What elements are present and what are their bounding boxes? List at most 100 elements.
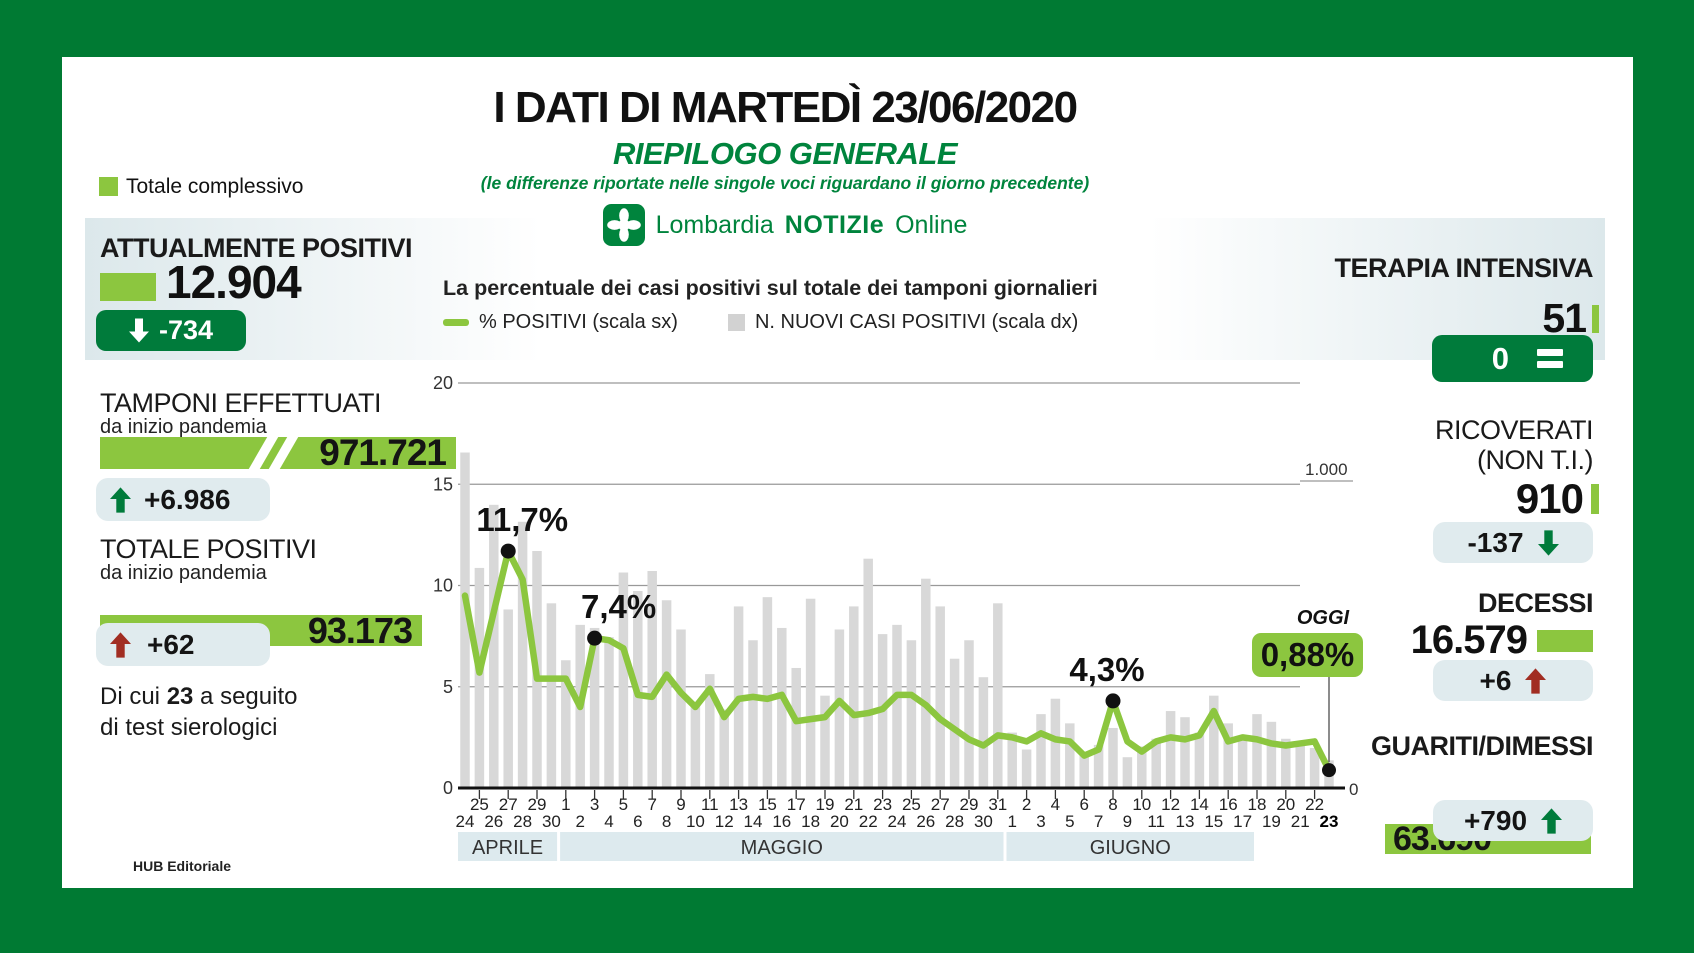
x-axis-label: 30 bbox=[542, 812, 561, 831]
totale-delta: +62 bbox=[147, 628, 195, 660]
ricoverati-label2: (NON T.I.) bbox=[1477, 445, 1594, 475]
x-axis-label: 14 bbox=[744, 812, 763, 831]
x-axis-label: 23 bbox=[873, 795, 892, 814]
chart-bar bbox=[517, 521, 528, 788]
chart-bar bbox=[1180, 717, 1190, 788]
chart-bar bbox=[1065, 723, 1075, 788]
terapia-value: 51 bbox=[1542, 295, 1587, 341]
arrow-up-icon bbox=[110, 631, 131, 658]
terapia-label: TERAPIA INTENSIVA bbox=[1334, 253, 1593, 283]
x-axis-label: 20 bbox=[830, 812, 849, 831]
x-axis-label: 11 bbox=[701, 795, 719, 814]
chart-bar bbox=[1295, 743, 1305, 788]
chart-bar bbox=[1108, 727, 1118, 788]
x-axis-label: 13 bbox=[729, 795, 748, 814]
chart-title: La percentuale dei casi positivi sul tot… bbox=[443, 276, 1098, 300]
chart-bar bbox=[1036, 714, 1046, 788]
x-axis-label: 13 bbox=[1176, 812, 1195, 831]
month-band bbox=[560, 832, 1004, 861]
top-stats-band bbox=[85, 218, 1605, 360]
y-axis-label: 15 bbox=[433, 474, 453, 494]
sierologici-line2: di test sierologici bbox=[100, 714, 278, 741]
page-title: I DATI DI MARTEDÌ 23/06/2020 bbox=[493, 83, 1078, 132]
chart-bar bbox=[748, 640, 758, 788]
arrow-up-icon bbox=[1541, 807, 1563, 834]
logo-brand: NOTIZIe bbox=[784, 210, 885, 239]
decessi-value-row: 16.579 bbox=[1162, 618, 1593, 663]
arrow-up-icon bbox=[110, 486, 131, 513]
chart-bar bbox=[1252, 714, 1262, 788]
decessi-delta: +6 bbox=[1479, 664, 1512, 696]
guariti-label: GUARITI/DIMESSI bbox=[1370, 731, 1594, 761]
terapia-tick-icon bbox=[1592, 304, 1599, 333]
x-axis-label: 12 bbox=[715, 812, 734, 831]
annotation-label: 4,3% bbox=[1069, 651, 1144, 688]
x-axis-label: 12 bbox=[1161, 795, 1180, 814]
month-label: MAGGIO bbox=[741, 837, 823, 859]
chart-bar bbox=[489, 504, 499, 788]
x-axis-label: 18 bbox=[1248, 795, 1267, 814]
attualmente-swatch-icon bbox=[100, 273, 156, 301]
oggi-dot bbox=[1322, 763, 1336, 778]
chart-bar bbox=[1151, 738, 1161, 788]
chart-bar bbox=[1266, 721, 1277, 788]
logo-suffix: Online bbox=[895, 210, 968, 239]
arrow-up-icon bbox=[1525, 667, 1547, 694]
y-axis-label: 0 bbox=[443, 778, 453, 798]
totale-value: 93.173 bbox=[307, 615, 413, 646]
oggi-value-badge: 0,88% bbox=[1252, 633, 1363, 677]
terapia-delta: 0 bbox=[1491, 340, 1509, 376]
chart-bar bbox=[849, 606, 859, 788]
x-axis-label: 28 bbox=[513, 812, 532, 831]
sierologici-prefix: Di cui bbox=[100, 683, 167, 710]
chart-bar bbox=[546, 603, 557, 788]
totale-delta-pill: +62 bbox=[96, 623, 270, 666]
attualmente-delta: -734 bbox=[158, 315, 214, 345]
x-axis-label: 29 bbox=[960, 795, 979, 814]
terapia-delta-pill: 0 bbox=[1432, 335, 1593, 382]
annotation-label: 11,7% bbox=[476, 501, 568, 538]
chart-bar bbox=[503, 609, 513, 788]
x-axis-label: 20 bbox=[1276, 795, 1295, 814]
annotation-dot bbox=[1105, 693, 1121, 709]
x-axis-label: 4 bbox=[1051, 795, 1060, 814]
chart-bar bbox=[1021, 749, 1032, 788]
chart-bar bbox=[1223, 723, 1233, 788]
ricoverati-value-row: 910 bbox=[1162, 475, 1599, 523]
totale-label: TOTALE POSITIVI bbox=[100, 534, 317, 564]
x-axis-label: 22 bbox=[859, 812, 878, 831]
decessi-label: DECESSI bbox=[1477, 588, 1594, 618]
x-axis-label: 9 bbox=[676, 795, 685, 814]
x-axis-label: 2 bbox=[575, 812, 584, 831]
x-axis-label: 2 bbox=[1022, 795, 1031, 814]
x-axis-label: 17 bbox=[1233, 812, 1252, 831]
x-axis-label: 6 bbox=[633, 812, 642, 831]
x-axis-label: 1 bbox=[561, 795, 570, 814]
x-axis-label: 27 bbox=[499, 795, 518, 814]
content-card: I DATI DI MARTEDÌ 23/06/2020 RIEPILOGO G… bbox=[62, 57, 1633, 888]
chart-bar bbox=[820, 695, 830, 788]
x-axis-label: 25 bbox=[470, 795, 489, 814]
chart-bar bbox=[561, 660, 571, 788]
chart-bar bbox=[1122, 757, 1133, 788]
lombardia-rose-icon bbox=[602, 204, 645, 246]
attualmente-value: 12.904 bbox=[166, 256, 302, 308]
right-axis-label: 1.000 bbox=[1305, 460, 1348, 479]
x-axis-label: 3 bbox=[590, 795, 599, 814]
chart-bar bbox=[791, 667, 801, 788]
x-axis-label: 21 bbox=[844, 795, 863, 814]
chart-bar bbox=[1050, 698, 1061, 788]
x-axis-label: 26 bbox=[484, 812, 503, 831]
guariti-delta-pill: +790 bbox=[1433, 800, 1593, 841]
x-axis-label: 21 bbox=[1291, 812, 1310, 831]
chart-bar bbox=[1007, 732, 1017, 788]
line-legend-label: % POSITIVI (scala sx) bbox=[479, 311, 678, 333]
x-axis-label: 31 bbox=[988, 795, 1007, 814]
x-axis-label: 3 bbox=[1036, 812, 1045, 831]
chart-bar bbox=[719, 709, 729, 788]
x-axis-label: 15 bbox=[758, 795, 777, 814]
x-axis-label: 5 bbox=[619, 795, 628, 814]
chart-bar bbox=[647, 571, 657, 788]
